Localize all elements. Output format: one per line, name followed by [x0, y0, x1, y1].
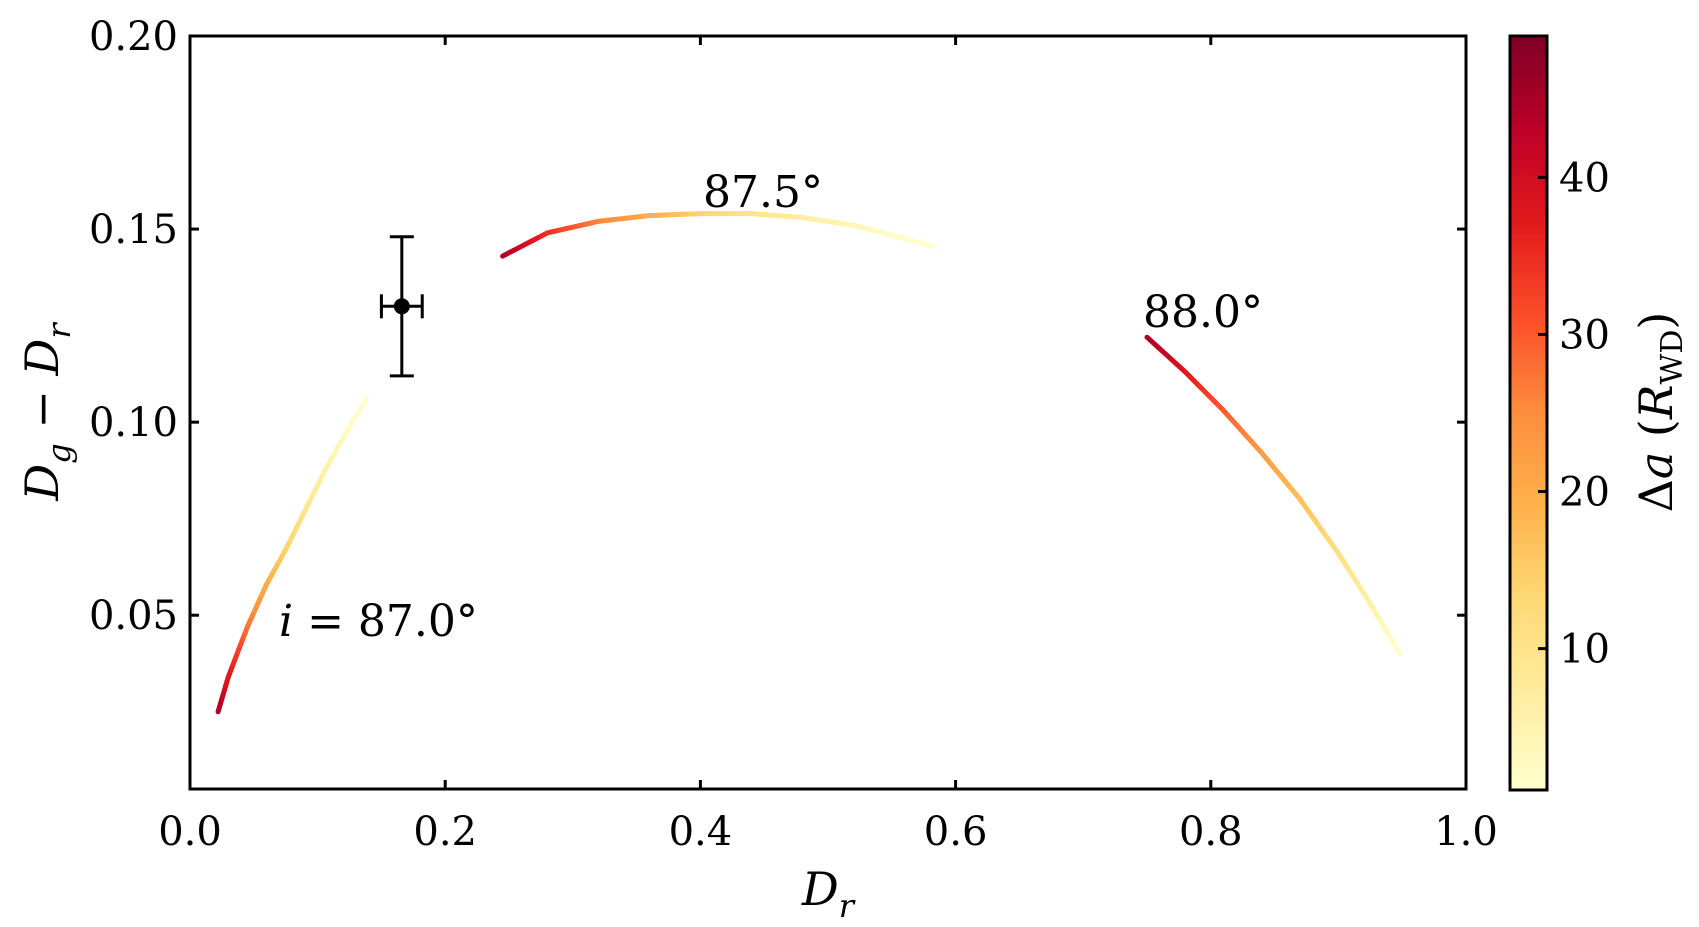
annotation-i880: 88.0°	[1143, 287, 1263, 338]
x-tick-label: 0.6	[924, 809, 988, 855]
colorbar: 10 20 30 40 Δa (RWD)	[1508, 34, 1690, 792]
observation-point	[393, 298, 410, 315]
curve-segment	[1393, 645, 1403, 657]
colorbar-gradient	[1508, 34, 1549, 792]
x-tick-label: 0.4	[669, 809, 733, 855]
colorbar-ticks: 10 20 30 40	[1538, 155, 1610, 673]
curves-group	[215, 211, 1403, 715]
x-tick-label: 0.8	[1179, 809, 1243, 855]
x-axis-ticks: 0.0 0.2 0.4 0.6 0.8 1.0	[158, 36, 1498, 855]
y-axis-ticks: 0.05 0.10 0.15 0.20	[89, 14, 1466, 639]
colorbar-tick-label: 10	[1559, 627, 1610, 673]
curve-segment	[925, 242, 936, 249]
y-tick-label: 0.15	[89, 207, 178, 253]
x-tick-label: 0.0	[158, 809, 222, 855]
colorbar-tick-label: 20	[1559, 470, 1610, 516]
colorbar-tick-label: 40	[1559, 155, 1610, 201]
observation-point-group	[379, 235, 424, 378]
y-tick-label: 0.20	[89, 14, 178, 60]
x-tick-label: 0.2	[413, 809, 477, 855]
curve-segment	[360, 396, 369, 407]
plot-area	[188, 34, 1468, 791]
series-curve-1	[500, 211, 936, 259]
colorbar-label: Δa (RWD)	[1629, 312, 1690, 513]
annotation-i875: 87.5°	[703, 167, 823, 218]
y-tick-label: 0.10	[89, 400, 178, 446]
series-curve-2	[1144, 334, 1403, 657]
x-tick-label: 1.0	[1434, 809, 1498, 855]
series-curve-0	[215, 396, 369, 715]
y-axis-label: Dg − Dr	[15, 322, 78, 502]
annotation-i870: i = 87.0°	[279, 596, 478, 647]
colorbar-tick-label: 30	[1559, 312, 1610, 358]
plot-frame	[188, 34, 1468, 791]
y-tick-label: 0.05	[89, 593, 178, 639]
x-axis-label: Dr	[801, 862, 856, 925]
